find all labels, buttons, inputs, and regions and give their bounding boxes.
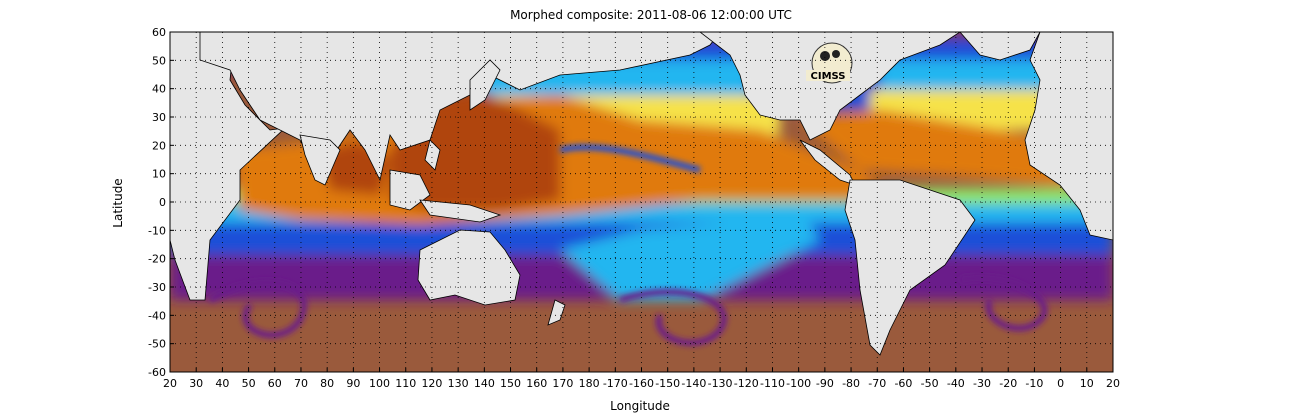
x-tick-label: -50 — [921, 377, 939, 390]
x-tick-label: 30 — [189, 377, 203, 390]
greenland — [959, 32, 1041, 61]
x-tick-label: 130 — [448, 377, 469, 390]
x-tick-label: 80 — [320, 377, 334, 390]
philippines — [424, 139, 441, 171]
eddy-2 — [619, 289, 727, 346]
y-tick-label: -60 — [148, 366, 166, 379]
x-tick-label: -130 — [708, 377, 733, 390]
x-tick-label: 70 — [294, 377, 308, 390]
africa — [170, 32, 287, 301]
y-tick-label: -10 — [148, 224, 166, 237]
x-tick-label: 120 — [421, 377, 442, 390]
indonesia — [419, 199, 502, 223]
y-tick-label: -20 — [148, 253, 166, 266]
x-tick-label: 20 — [163, 377, 177, 390]
x-tick-label: 90 — [346, 377, 360, 390]
x-tick-label: -20 — [999, 377, 1017, 390]
grid-lines — [170, 32, 1113, 372]
streak-1 — [559, 144, 701, 173]
y-axis: 60 50 40 30 20 10 0 -10 -20 -30 -40 -50 -60 — [148, 26, 174, 379]
x-tick-label: 100 — [369, 377, 390, 390]
x-tick-label: 180 — [579, 377, 600, 390]
india — [299, 134, 341, 186]
y-tick-label: -30 — [148, 281, 166, 294]
y-tick-label: 40 — [152, 83, 166, 96]
north-america — [699, 32, 961, 141]
map-title: Morphed composite: 2011-08-06 12:00:00 U… — [510, 8, 792, 22]
x-tick-label: 10 — [1080, 377, 1094, 390]
x-tick-label: -110 — [760, 377, 785, 390]
x-tick-label: -160 — [629, 377, 654, 390]
x-tick-label: 140 — [474, 377, 495, 390]
x-tick-label: -150 — [655, 377, 680, 390]
y-tick-label: -50 — [148, 338, 166, 351]
x-tick-label: -70 — [868, 377, 886, 390]
y-tick-label: 20 — [152, 139, 166, 152]
x-tick-label: -80 — [842, 377, 860, 390]
x-tick-label: 50 — [242, 377, 256, 390]
x-tick-label: 40 — [215, 377, 229, 390]
land-masses — [170, 32, 1113, 356]
eddy-1 — [208, 279, 307, 338]
x-tick-label: -60 — [894, 377, 912, 390]
logo-text: CIMSS — [811, 71, 846, 82]
y-tick-label: 30 — [152, 111, 166, 124]
y-tick-label: 10 — [152, 168, 166, 181]
x-axis: 20 30 40 50 60 70 80 90 100 110 120 130 140 150 160 170… — [163, 368, 1120, 390]
x-tick-label: 60 — [268, 377, 282, 390]
africa-europe-east — [1024, 32, 1113, 241]
y-tick-label: 50 — [152, 54, 166, 67]
x-tick-label: -120 — [734, 377, 759, 390]
japan — [469, 59, 501, 111]
new-zealand — [547, 299, 566, 326]
x-tick-label: 0 — [1057, 377, 1064, 390]
x-tick-label: -40 — [947, 377, 965, 390]
y-tick-label: 0 — [159, 196, 166, 209]
x-tick-label: 160 — [526, 377, 547, 390]
australia — [417, 229, 521, 306]
x-tick-label: -100 — [786, 377, 811, 390]
x-tick-label: -90 — [816, 377, 834, 390]
y-tick-label: 60 — [152, 26, 166, 39]
x-axis-label: Longitude — [610, 399, 670, 413]
x-tick-label: 170 — [552, 377, 573, 390]
y-tick-label: -40 — [148, 309, 166, 322]
eddy-3 — [959, 275, 1048, 332]
x-tick-label: 150 — [500, 377, 521, 390]
x-tick-label: -30 — [973, 377, 991, 390]
x-tick-label: -10 — [1025, 377, 1043, 390]
cimss-logo: CIMSS — [806, 42, 853, 84]
x-tick-label: -140 — [681, 377, 706, 390]
south-america — [844, 179, 976, 356]
x-tick-label: 20 — [1106, 377, 1120, 390]
x-tick-label: -170 — [603, 377, 628, 390]
pacific-cyan-tongue — [560, 210, 820, 300]
x-tick-label: 110 — [395, 377, 416, 390]
